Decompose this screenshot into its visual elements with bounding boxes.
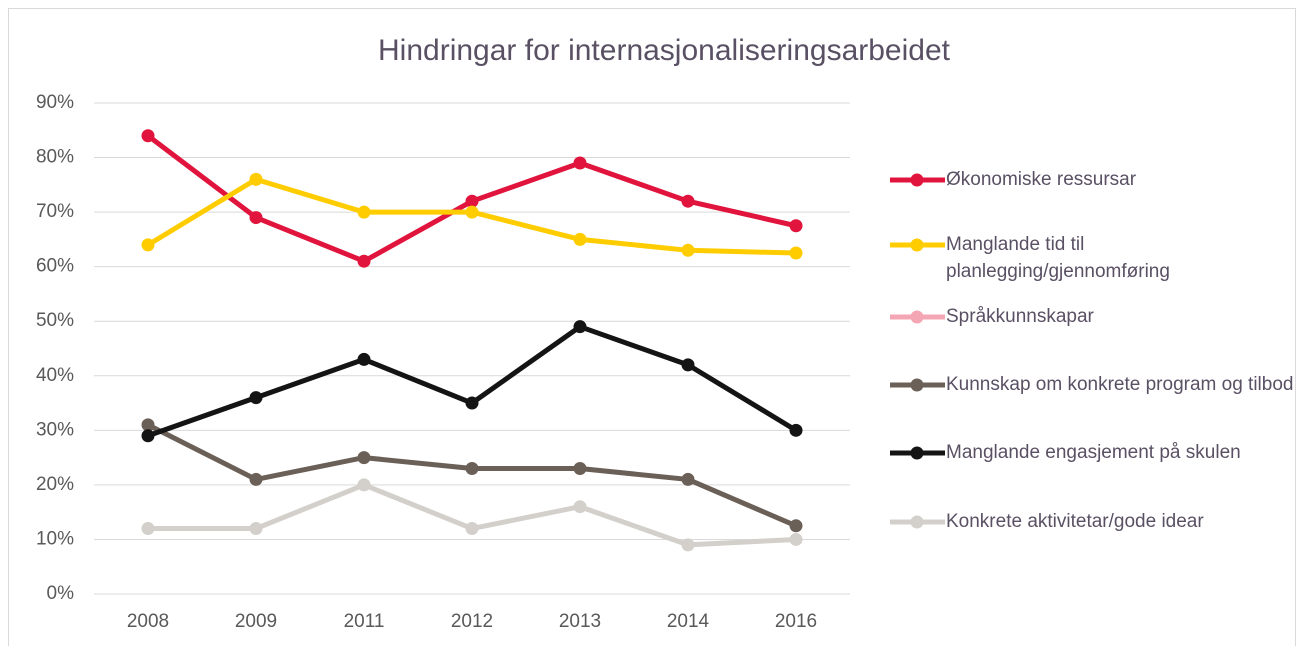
y-tick-label: 80% — [36, 147, 74, 168]
legend-label: Manglande engasjement på skulen — [946, 442, 1241, 463]
y-tick-label: 60% — [36, 256, 74, 277]
data-point — [141, 429, 155, 443]
data-point — [573, 320, 587, 334]
x-tick-label: 2012 — [451, 611, 493, 632]
data-point — [357, 254, 371, 268]
data-point — [681, 472, 695, 486]
x-tick-label: 2011 — [344, 611, 385, 632]
data-point — [249, 172, 263, 186]
data-point — [789, 219, 803, 233]
data-point — [249, 391, 263, 405]
data-point — [249, 472, 263, 486]
y-tick-label: 40% — [36, 365, 74, 386]
data-point — [249, 211, 263, 225]
legend-marker — [910, 378, 924, 392]
x-tick-label: 2016 — [775, 611, 817, 632]
data-point — [681, 194, 695, 208]
data-point — [789, 532, 803, 546]
y-tick-label: 50% — [36, 310, 74, 331]
y-tick-label: 30% — [36, 419, 74, 440]
data-point — [573, 500, 587, 514]
data-point — [141, 238, 155, 252]
data-point — [465, 205, 479, 219]
y-tick-label: 10% — [36, 528, 74, 549]
x-tick-label: 2008 — [127, 611, 169, 632]
chart-title: Hindringar for internasjonaliseringsarbe… — [378, 34, 951, 67]
data-point — [357, 352, 371, 366]
data-point — [465, 522, 479, 536]
legend-label: Konkrete aktivitetar/gode idear — [946, 511, 1204, 532]
legend-label: Manglande tid til planlegging/gjennomfør… — [946, 234, 1170, 282]
y-tick-label: 90% — [36, 92, 74, 113]
legend-label: Kunnskap om konkrete program og tilbod — [946, 374, 1294, 395]
y-tick-label: 70% — [36, 201, 74, 222]
data-point — [141, 522, 155, 536]
data-point — [573, 462, 587, 476]
x-tick-label: 2013 — [559, 611, 601, 632]
data-point — [789, 519, 803, 533]
chart-frame — [8, 8, 1296, 646]
legend-label: Språkkunnskapar — [946, 306, 1094, 327]
data-point — [789, 423, 803, 437]
data-point — [357, 205, 371, 219]
data-point — [681, 243, 695, 257]
series-line — [147, 324, 798, 439]
legend-marker — [910, 173, 924, 187]
data-point — [681, 358, 695, 372]
data-point — [465, 194, 479, 208]
legend-marker — [910, 310, 924, 324]
legend-label: Økonomiske ressursar — [946, 169, 1137, 190]
legend-marker — [910, 446, 924, 460]
series-line — [146, 422, 797, 529]
data-point — [465, 396, 479, 410]
data-point — [573, 232, 587, 246]
data-point — [681, 538, 695, 552]
data-point — [141, 129, 155, 143]
x-tick-label: 2009 — [235, 611, 277, 632]
data-point — [249, 522, 263, 536]
data-point — [357, 451, 371, 465]
legend-marker — [910, 238, 924, 252]
y-tick-label: 20% — [36, 474, 74, 495]
series-line — [148, 482, 797, 548]
x-tick-label: 2014 — [667, 611, 710, 632]
legend-marker — [910, 515, 924, 529]
data-point — [141, 418, 155, 432]
data-point — [357, 478, 371, 492]
y-tick-label: 0% — [47, 583, 75, 604]
data-point — [573, 156, 587, 170]
data-point — [465, 462, 479, 476]
data-point — [789, 246, 803, 260]
